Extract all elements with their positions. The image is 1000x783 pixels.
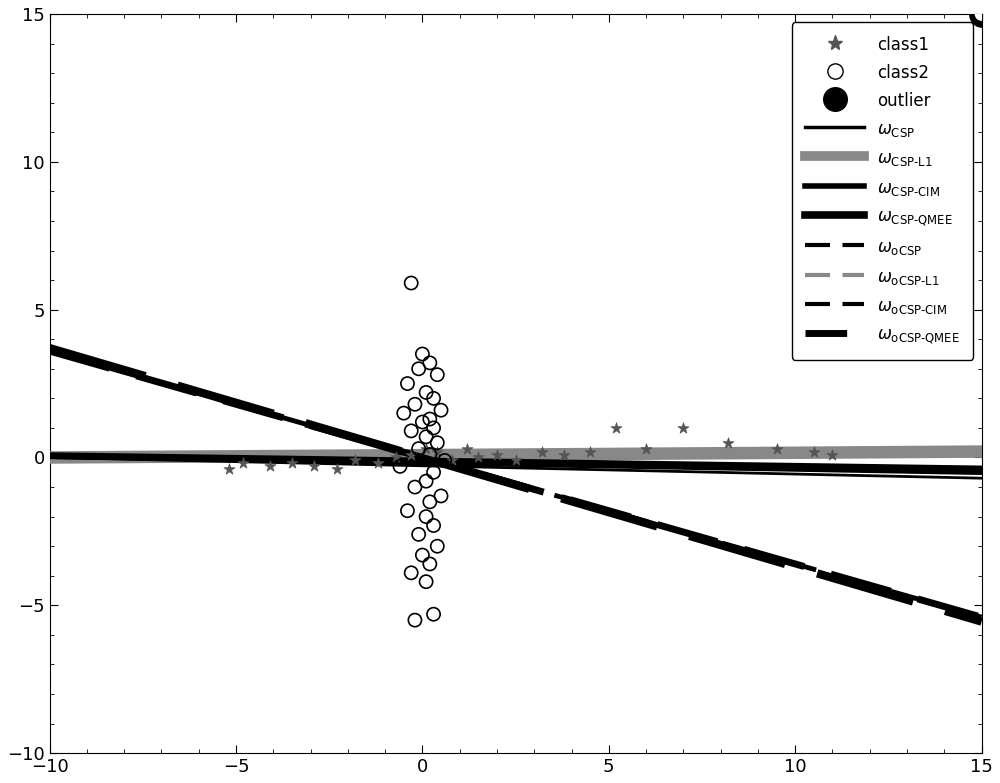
Point <box>426 466 442 478</box>
Point <box>508 454 524 467</box>
Point <box>414 416 430 428</box>
Point <box>429 369 445 381</box>
Point <box>418 386 434 399</box>
Point <box>221 463 237 475</box>
Point <box>608 422 624 435</box>
Point <box>392 460 408 473</box>
Point <box>433 489 449 502</box>
Point <box>459 442 475 455</box>
Point <box>262 460 278 473</box>
Point <box>403 424 419 437</box>
Point <box>426 422 442 435</box>
Point <box>414 549 430 561</box>
Point <box>638 442 654 455</box>
Point <box>974 8 990 20</box>
Point <box>396 407 412 420</box>
Point <box>418 431 434 443</box>
Point <box>329 463 345 475</box>
Point <box>399 377 415 390</box>
Point <box>403 567 419 579</box>
Point <box>470 451 486 464</box>
Point <box>411 363 427 375</box>
Point <box>824 449 840 461</box>
Point <box>407 398 423 410</box>
Point <box>284 457 300 470</box>
Point <box>407 614 423 626</box>
Point <box>306 460 322 473</box>
Point <box>414 348 430 360</box>
Point <box>418 442 434 455</box>
Point <box>422 557 438 570</box>
Point <box>418 474 434 487</box>
Point <box>769 442 785 455</box>
Point <box>411 442 427 455</box>
Point <box>235 457 251 470</box>
Point <box>556 449 572 461</box>
Point <box>444 454 460 467</box>
Point <box>422 413 438 425</box>
Point <box>433 404 449 417</box>
Point <box>489 449 505 461</box>
Point <box>418 576 434 588</box>
Point <box>411 528 427 540</box>
Point <box>426 608 442 620</box>
Point <box>720 436 736 449</box>
Point <box>437 454 453 467</box>
Point <box>418 511 434 523</box>
Point <box>403 276 419 289</box>
Point <box>429 540 445 553</box>
Point <box>399 504 415 517</box>
Point <box>407 481 423 493</box>
Point <box>370 457 386 470</box>
Point <box>426 519 442 532</box>
Point <box>422 496 438 508</box>
Legend: class1, class2, outlier, $\omega_{\rm CSP}$, $\omega_{\rm CSP\text{-}L1}$, $\ome: class1, class2, outlier, $\omega_{\rm CS… <box>792 22 973 359</box>
Point <box>429 446 445 458</box>
Point <box>534 446 550 458</box>
Point <box>806 446 822 458</box>
Point <box>403 449 419 461</box>
Point <box>426 392 442 405</box>
Point <box>388 451 404 464</box>
Point <box>675 422 691 435</box>
Point <box>974 8 990 20</box>
Point <box>582 446 598 458</box>
Point <box>422 356 438 369</box>
Point <box>347 454 363 467</box>
Point <box>422 449 438 461</box>
Point <box>429 436 445 449</box>
